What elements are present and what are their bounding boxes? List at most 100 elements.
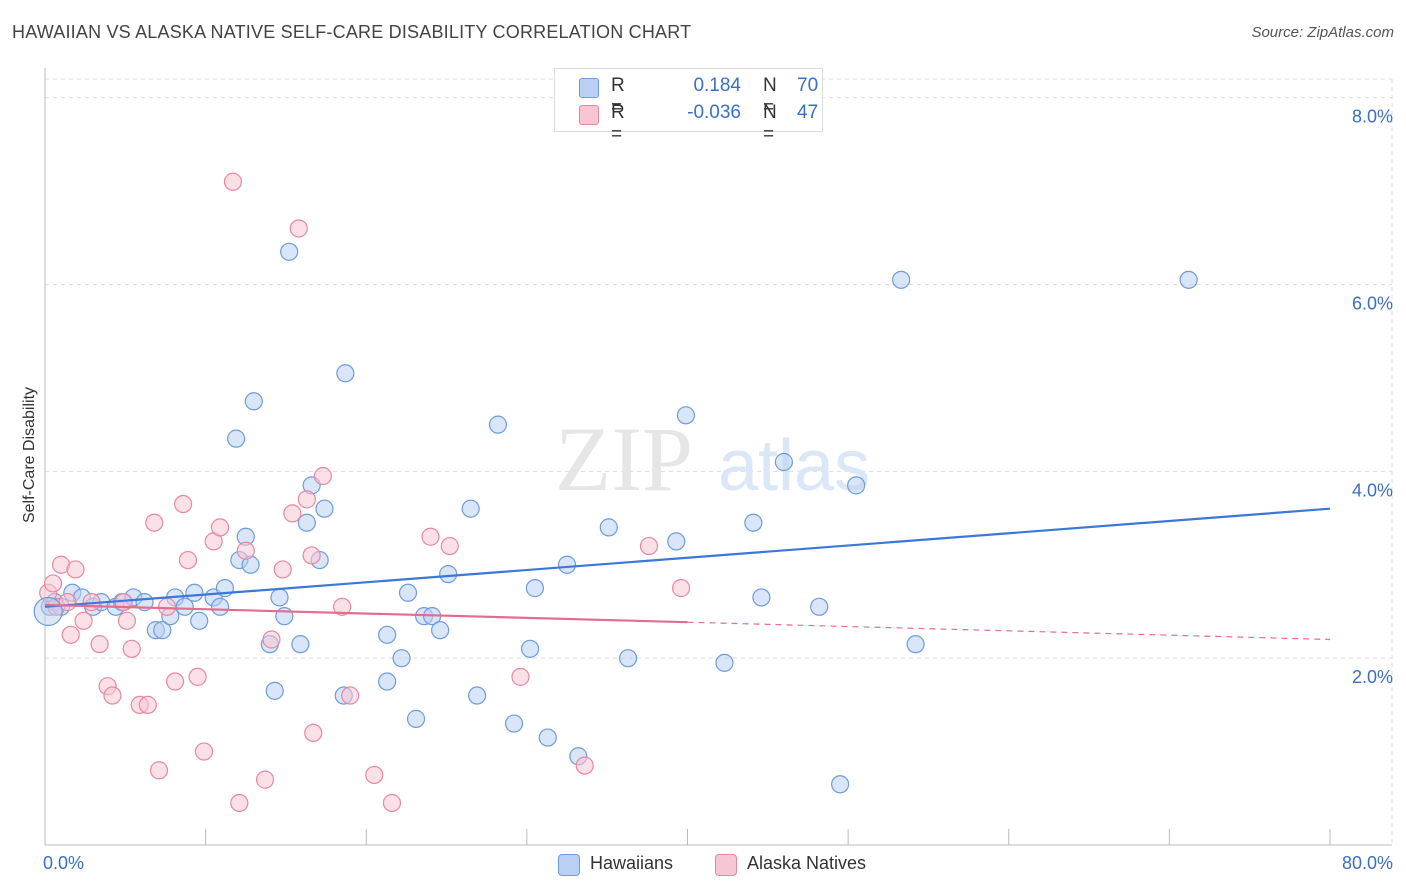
hawaiian-point <box>431 621 450 640</box>
hawaiian-point <box>847 476 866 495</box>
hawaiian-point <box>153 621 172 640</box>
alaska-native-point <box>90 635 109 654</box>
alaska-native-point <box>66 560 85 579</box>
y-tick-label: 2.0% <box>1352 667 1393 687</box>
alaska-native-point <box>273 560 292 579</box>
alaska-native-trendline-extension <box>687 621 1331 641</box>
hawaiian-point <box>315 499 334 518</box>
x-tick-label: 0.0% <box>43 853 84 873</box>
hawaiian-point <box>378 672 397 691</box>
hawaiian-point <box>280 242 299 261</box>
alaska-native-point <box>440 536 459 556</box>
alaska-native-point <box>289 219 308 238</box>
hawaiian-point <box>297 513 316 532</box>
hawaiian-point <box>378 625 397 644</box>
hawaiian-point <box>599 518 618 537</box>
alaska-native-point <box>157 597 177 616</box>
alaska-native-point <box>43 574 63 593</box>
axes-layer: 2.0% 4.0% 6.0% 8.0% 0.0% 80.0% <box>43 68 1393 873</box>
points-layer <box>33 172 1198 813</box>
alaska-native-point <box>166 672 185 691</box>
alaska-native-point <box>188 667 207 686</box>
alaska-native-point <box>255 770 275 789</box>
alaska-native-point <box>511 667 530 686</box>
hawaiian-point <box>190 611 209 630</box>
hawaiian-point <box>618 649 638 668</box>
hawaiian-point <box>667 532 686 551</box>
legend-n-label: N = <box>763 102 777 145</box>
alaska-native-point <box>149 761 169 780</box>
hawaiian-point <box>906 635 925 654</box>
alaska-native-point <box>382 793 402 813</box>
alaska-native-point <box>313 466 332 486</box>
hawaiian-point <box>892 270 911 289</box>
hawaiian-point <box>557 555 577 574</box>
hawaiian-point <box>392 649 411 668</box>
legend-r-value: 0.184 <box>693 75 741 96</box>
alaska-native-point <box>575 756 594 775</box>
alaska-native-point <box>117 611 137 630</box>
hawaiian-point <box>291 635 310 654</box>
hawaiian-point <box>715 653 734 672</box>
hawaiian-point <box>227 429 246 448</box>
hawaiian-point <box>175 597 194 616</box>
alaska-native-point <box>74 611 93 630</box>
hawaiian-point <box>830 775 850 794</box>
alaska-native-point <box>236 541 255 560</box>
alaska-native-point <box>103 686 122 705</box>
legend-r-value: -0.036 <box>687 102 741 123</box>
alaska-native-point <box>61 625 80 644</box>
hawaiian-point <box>244 392 263 411</box>
alaska-native-point <box>145 513 164 532</box>
x-tick-label: 80.0% <box>1342 853 1393 873</box>
watermark-zip: ZIP <box>555 408 693 510</box>
alaska-native-point <box>421 527 440 546</box>
hawaiian-trendline <box>44 507 1331 608</box>
y-tick-label: 8.0% <box>1352 107 1393 127</box>
legend-r-label: R = <box>611 75 625 118</box>
hawaiian-point <box>439 564 458 584</box>
alaska-native-point <box>194 742 214 761</box>
hawaiian-point <box>504 714 524 733</box>
hawaiian-point <box>406 709 426 728</box>
legend-swatch-alaska-natives <box>715 854 737 876</box>
alaska-native-point <box>304 723 323 743</box>
hawaiian-point <box>265 681 284 700</box>
correlation-legend: R = 0.184 N = 70 R = -0.036 N = 47 <box>554 68 823 145</box>
alaska-native-point <box>138 695 157 714</box>
hawaiian-point <box>810 597 829 616</box>
hawaiian-point <box>33 596 63 627</box>
chart-title: HAWAIIAN VS ALASKA NATIVE SELF-CARE DISA… <box>12 22 692 42</box>
alaska-native-point <box>333 597 352 616</box>
trend-layer <box>44 507 1331 641</box>
hawaiian-point <box>185 583 204 602</box>
alaska-native-point <box>302 546 321 565</box>
alaska-native-point <box>178 550 198 570</box>
alaska-native-point <box>283 504 302 523</box>
hawaiian-point <box>520 639 540 658</box>
hawaiian-point <box>488 415 508 434</box>
alaska-native-point <box>297 490 316 509</box>
alaska-native-trendline <box>44 603 688 624</box>
hawaiian-point <box>744 513 763 532</box>
watermark-atlas: atlas <box>718 426 870 506</box>
alaska-native-point <box>174 494 193 514</box>
hawaiian-point <box>774 452 793 472</box>
hawaiian-point <box>270 588 289 607</box>
hawaiian-point <box>752 588 771 607</box>
legend-n-label: N = <box>763 75 777 118</box>
y-axis-label: Self-Care Disability <box>21 386 38 524</box>
hawaiian-point <box>676 406 695 425</box>
alaska-native-point <box>122 639 141 658</box>
alaska-native-point <box>262 630 281 649</box>
legend-r-label: R = <box>611 102 625 145</box>
legend-swatch-hawaiians <box>579 78 599 98</box>
alaska-native-point <box>671 579 691 598</box>
source-label: Source: ZipAtlas.com <box>1251 24 1394 41</box>
alaska-native-point <box>639 536 659 556</box>
legend-n-value: 70 <box>797 75 819 96</box>
hawaiian-point <box>398 583 418 602</box>
legend-n-value: 47 <box>797 102 819 123</box>
hawaiian-point <box>525 579 545 598</box>
